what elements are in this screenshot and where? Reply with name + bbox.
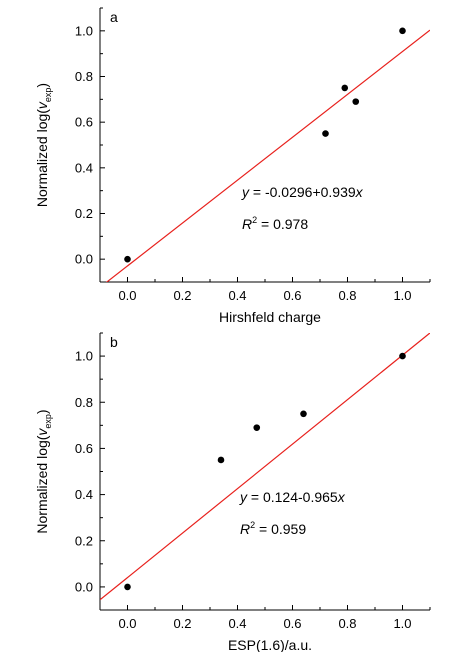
eq-y-var: y (241, 184, 250, 200)
r-squared: R2 = 0.978 (242, 215, 308, 232)
data-point (300, 410, 307, 418)
r2-var: R (242, 216, 252, 232)
y-tick-label: 1.0 (75, 349, 93, 364)
y-axis-title: Normalized log(vexp) (34, 83, 53, 207)
x-tick-label: 0.8 (338, 288, 356, 303)
y-title-var: v (34, 428, 50, 436)
x-tick-label: 0.0 (118, 616, 136, 631)
fit-line (105, 29, 430, 282)
y-tick-label: 0.0 (75, 579, 93, 594)
x-tick-label: 0.6 (283, 288, 301, 303)
eq-x-var: x (337, 489, 346, 505)
data-point (124, 583, 131, 591)
data-point (217, 456, 225, 464)
x-tick-label: 0.8 (338, 616, 356, 631)
data-point (124, 255, 131, 263)
fit-equation: y = -0.0296+0.939x (241, 184, 364, 200)
data-point (399, 352, 406, 360)
x-tick-label: 0.6 (283, 616, 301, 631)
y-title-prefix: Normalized log( (34, 109, 50, 207)
y-axis-title: Normalized log(vexp) (34, 409, 53, 533)
panel-a: 0.0 0.2 0.4 0.6 0.8 1.0 0.0 0.2 0.4 0.6 0.8 1.0 a Hir… (34, 7, 431, 325)
r2-superscript: 2 (252, 215, 257, 225)
x-tick-label: 0.4 (228, 288, 246, 303)
r2-value: = 0.978 (257, 216, 308, 232)
r2-superscript: 2 (250, 520, 255, 530)
y-title-var: v (34, 101, 50, 109)
x-tick-label: 1.0 (393, 616, 411, 631)
y-title-prefix: Normalized log( (34, 435, 50, 533)
x-axis-title: Hirshfeld charge (219, 309, 321, 325)
x-tick-label: 1.0 (393, 288, 411, 303)
fit-equation: y = 0.124-0.965x (239, 489, 346, 505)
panel-label: b (110, 334, 118, 350)
x-tick-label: 0.0 (118, 288, 136, 303)
data-point (352, 98, 360, 105)
y-title-subscript: exp (43, 414, 53, 429)
data-point (399, 27, 406, 35)
eq-rhs: = -0.0296+0.939 (249, 184, 356, 200)
x-tick-label: 0.2 (173, 616, 191, 631)
y-title-suffix: ) (34, 409, 50, 414)
y-tick-label: 0.8 (75, 395, 93, 410)
y-tick-label: 0.6 (75, 115, 93, 130)
x-tick-label: 0.2 (173, 288, 191, 303)
y-tick-label: 1.0 (75, 23, 93, 38)
data-point (322, 130, 329, 137)
r2-var: R (240, 521, 250, 537)
r2-value: = 0.959 (255, 521, 306, 537)
data-point (253, 424, 261, 431)
x-axis-title: ESP(1.6)/a.u. (228, 637, 312, 652)
y-tick-label: 0.6 (75, 441, 93, 456)
y-tick-label: 0.0 (75, 252, 93, 267)
y-tick-label: 0.2 (75, 533, 93, 548)
y-tick-label: 0.4 (75, 487, 93, 502)
y-tick-label: 0.4 (75, 160, 93, 175)
r-squared: R2 = 0.959 (240, 520, 306, 537)
fit-line (100, 333, 430, 601)
eq-y-var: y (239, 489, 248, 505)
panel-label: a (110, 9, 118, 25)
panel-b: 0.0 0.2 0.4 0.6 0.8 1.0 0.0 0.2 0.4 0.6 0.8 1.0 b ESP… (34, 332, 431, 652)
y-tick-label: 0.2 (75, 206, 93, 221)
eq-x-var: x (355, 184, 364, 200)
y-title-subscript: exp (43, 88, 53, 103)
y-title-suffix: ) (34, 83, 50, 88)
eq-rhs: = 0.124-0.965 (247, 489, 338, 505)
y-tick-label: 0.8 (75, 69, 93, 84)
data-point (341, 84, 349, 92)
x-tick-label: 0.4 (228, 616, 246, 631)
